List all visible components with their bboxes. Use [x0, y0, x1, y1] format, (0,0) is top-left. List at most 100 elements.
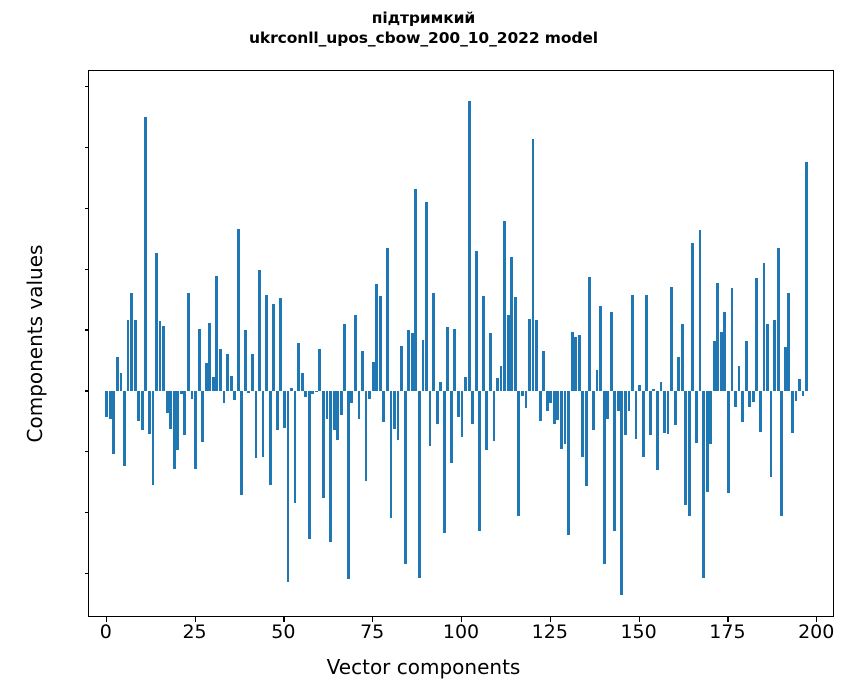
bar: [378, 296, 382, 392]
bar: [144, 116, 148, 392]
bar: [545, 391, 549, 412]
bar: [222, 391, 226, 403]
bar: [286, 391, 290, 583]
bar: [133, 320, 137, 392]
bar: [485, 391, 489, 450]
bar: [183, 391, 187, 436]
bar: [325, 391, 329, 420]
bar: [332, 391, 336, 431]
bar: [481, 295, 485, 392]
y-tick-mark: [84, 512, 89, 514]
bar: [361, 351, 364, 392]
bar: [250, 353, 254, 392]
bar: [233, 391, 237, 400]
x-tick-mark: [638, 617, 640, 622]
bar: [140, 391, 144, 430]
y-tick-mark: [84, 573, 89, 575]
x-tick-mark: [727, 617, 729, 622]
y-tick-mark: [84, 451, 89, 453]
bar: [751, 391, 755, 402]
bar: [723, 312, 727, 392]
y-tick-mark: [84, 85, 89, 87]
bar: [780, 391, 784, 516]
bar: [375, 283, 379, 392]
bar: [538, 391, 542, 421]
bar: [211, 377, 215, 392]
bar: [194, 391, 197, 469]
bar: [247, 391, 251, 393]
bar: [464, 376, 467, 392]
bar: [460, 391, 464, 438]
bar: [371, 362, 375, 392]
bar: [318, 349, 322, 392]
bar: [414, 189, 418, 392]
bar: [119, 373, 123, 392]
x-tick-mark: [194, 617, 196, 622]
bar: [467, 100, 471, 392]
bar: [339, 391, 343, 415]
bar: [492, 391, 496, 441]
x-tick-label: 0: [99, 621, 112, 643]
bar: [130, 292, 134, 392]
bar: [446, 327, 450, 392]
bar: [599, 305, 602, 392]
bar: [677, 356, 681, 392]
bar: [329, 391, 332, 542]
bar: [552, 391, 556, 424]
bar: [783, 346, 787, 392]
bar: [666, 391, 670, 435]
bar: [748, 391, 752, 407]
bar: [311, 391, 315, 394]
x-tick-label: 200: [798, 621, 835, 643]
bar: [297, 343, 300, 392]
x-tick-label: 50: [271, 621, 296, 643]
bar: [570, 332, 574, 392]
bar: [201, 391, 205, 442]
bar: [499, 365, 503, 392]
x-tick-label: 125: [531, 621, 568, 643]
bar: [474, 251, 478, 392]
bar: [350, 391, 354, 403]
bar: [734, 391, 737, 408]
bar: [236, 229, 240, 392]
bar: [126, 320, 130, 392]
bar: [712, 341, 716, 392]
plot-area: [88, 70, 834, 617]
bar: [108, 391, 112, 420]
bar: [471, 391, 475, 424]
bar: [137, 391, 141, 421]
bar: [314, 391, 318, 393]
bar: [584, 391, 588, 487]
bar: [524, 391, 528, 409]
bar: [645, 294, 649, 392]
bar: [368, 391, 372, 400]
bar: [595, 370, 599, 392]
x-tick-mark: [372, 617, 374, 622]
x-tick-label: 100: [442, 621, 480, 643]
bar: [673, 391, 677, 425]
bar: [517, 391, 521, 516]
bar: [435, 391, 439, 425]
x-tick-label: 175: [709, 621, 746, 643]
x-tick-label: 150: [620, 621, 657, 643]
bar: [801, 391, 805, 396]
bar: [648, 391, 652, 436]
bar: [453, 328, 457, 392]
bar: [123, 391, 126, 467]
x-tick-mark: [816, 617, 818, 622]
bar: [275, 391, 279, 431]
bar: [336, 391, 340, 441]
bar: [762, 263, 766, 392]
bar: [574, 336, 578, 392]
y-tick-mark: [84, 329, 89, 331]
bar: [588, 277, 592, 392]
bar: [613, 391, 617, 531]
bar: [407, 330, 411, 392]
bar: [680, 323, 684, 392]
bar: [282, 391, 286, 428]
bar: [243, 330, 247, 392]
bar: [396, 391, 400, 440]
bar: [727, 391, 730, 494]
bar: [187, 292, 190, 392]
